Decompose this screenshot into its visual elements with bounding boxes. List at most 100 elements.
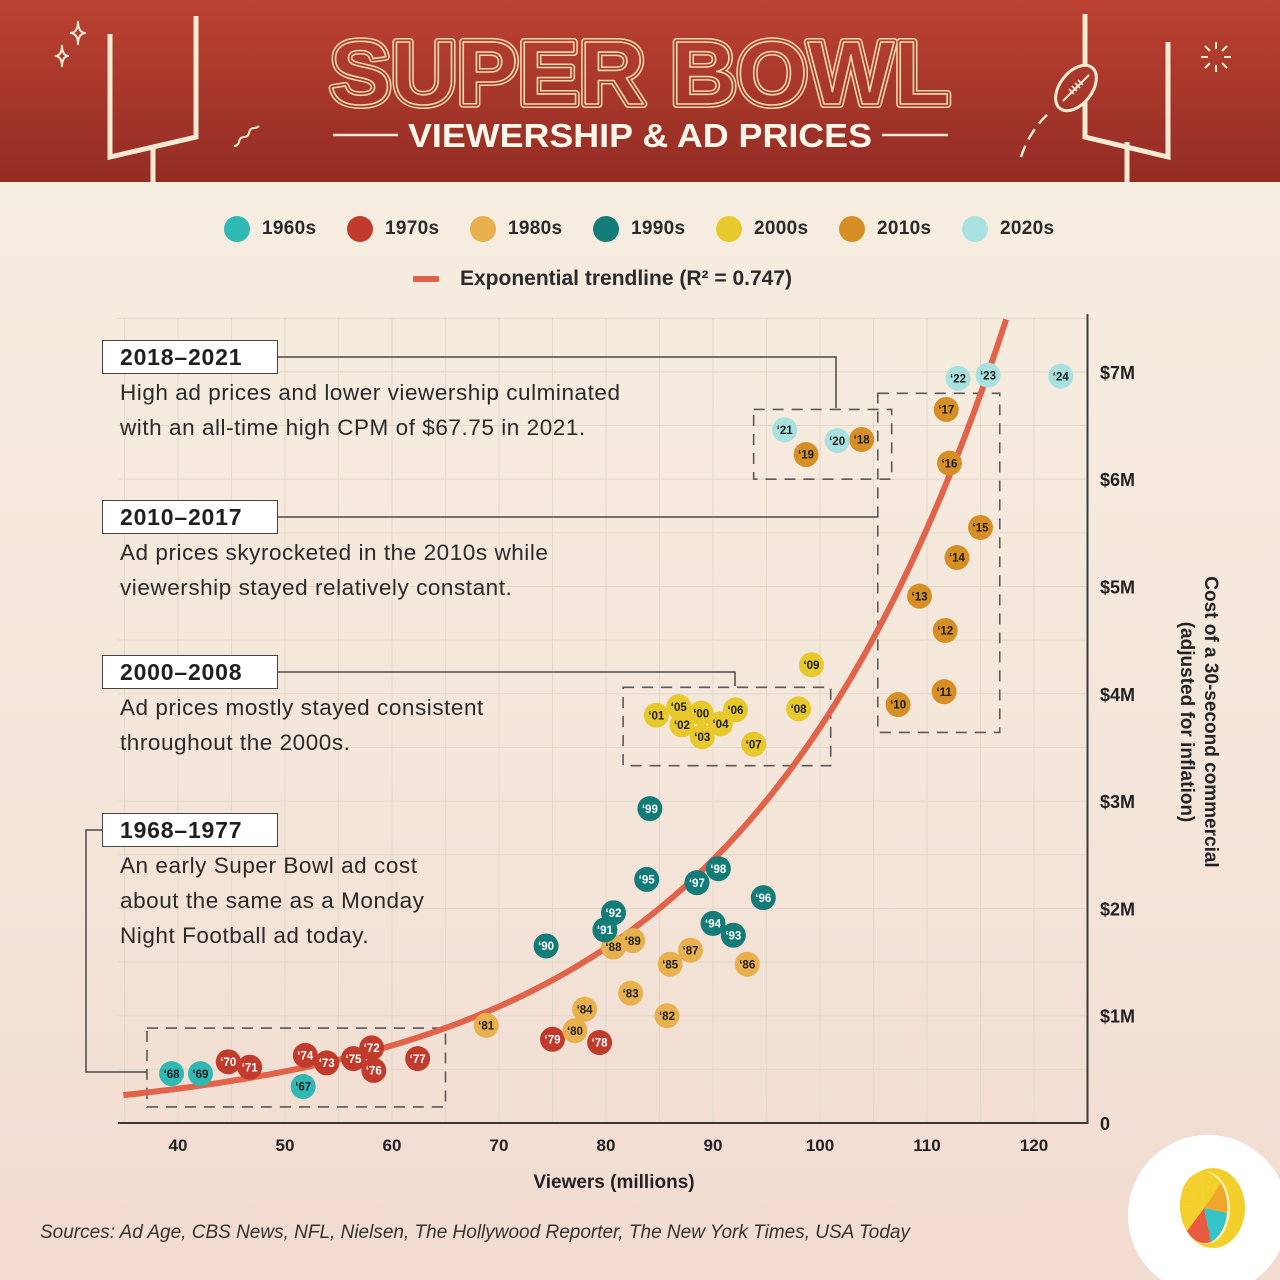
data-point[interactable]: ‘83 xyxy=(618,980,644,1006)
data-point[interactable]: ‘78 xyxy=(587,1030,613,1056)
data-point[interactable]: ‘76 xyxy=(361,1057,387,1083)
data-point-marker[interactable] xyxy=(885,692,911,718)
data-point[interactable]: ‘05 xyxy=(666,694,692,720)
data-point-marker[interactable] xyxy=(689,724,715,750)
data-point[interactable]: ‘85 xyxy=(657,951,683,977)
data-point-marker[interactable] xyxy=(361,1057,387,1083)
data-point-marker[interactable] xyxy=(562,1018,588,1044)
data-point[interactable]: ‘03 xyxy=(689,724,715,750)
data-point-marker[interactable] xyxy=(314,1050,340,1076)
data-point[interactable]: ‘01 xyxy=(643,702,669,728)
data-point[interactable]: ‘11 xyxy=(931,679,957,705)
data-point-marker[interactable] xyxy=(720,922,746,948)
data-point[interactable]: ‘14 xyxy=(944,545,970,571)
data-point[interactable]: ‘89 xyxy=(620,928,646,954)
data-point-marker[interactable] xyxy=(237,1054,263,1080)
data-point-marker[interactable] xyxy=(968,514,993,540)
data-point[interactable]: ‘67 xyxy=(290,1074,316,1100)
data-point-marker[interactable] xyxy=(620,928,646,954)
data-point-marker[interactable] xyxy=(657,951,683,977)
data-point[interactable]: ‘94 xyxy=(700,910,726,936)
data-point-marker[interactable] xyxy=(187,1061,213,1087)
data-point-marker[interactable] xyxy=(684,870,710,896)
data-point-marker[interactable] xyxy=(945,365,971,391)
data-point-marker[interactable] xyxy=(587,1030,613,1056)
data-point-marker[interactable] xyxy=(654,1003,680,1029)
data-point-marker[interactable] xyxy=(741,731,767,757)
data-point-marker[interactable] xyxy=(618,980,644,1006)
data-point-marker[interactable] xyxy=(359,1035,385,1061)
data-point-marker[interactable] xyxy=(793,442,819,468)
data-point-marker[interactable] xyxy=(540,1026,565,1052)
data-point[interactable]: ‘18 xyxy=(849,426,875,452)
data-point-marker[interactable] xyxy=(340,1046,366,1072)
data-point-marker[interactable] xyxy=(932,617,958,643)
data-point-marker[interactable] xyxy=(290,1074,316,1100)
data-point[interactable]: ‘21 xyxy=(772,417,798,443)
data-point-marker[interactable] xyxy=(473,1012,499,1038)
data-point[interactable]: ‘81 xyxy=(473,1012,499,1038)
data-point-marker[interactable] xyxy=(786,696,812,722)
data-point[interactable]: ‘10 xyxy=(885,692,911,718)
data-point[interactable]: ‘74 xyxy=(292,1042,318,1068)
data-point-marker[interactable] xyxy=(637,796,663,822)
data-point[interactable]: ‘82 xyxy=(654,1003,680,1029)
data-point[interactable]: ‘68 xyxy=(159,1061,185,1087)
data-point-marker[interactable] xyxy=(705,856,731,882)
data-point[interactable]: ‘77 xyxy=(405,1046,431,1072)
data-point[interactable]: ‘16 xyxy=(936,450,962,476)
data-point[interactable]: ‘24 xyxy=(1048,363,1074,389)
data-point[interactable]: ‘06 xyxy=(722,697,748,723)
data-point-marker[interactable] xyxy=(688,700,714,726)
data-point[interactable]: ‘87 xyxy=(678,937,704,963)
data-point-marker[interactable] xyxy=(1048,363,1074,389)
data-point[interactable]: ‘19 xyxy=(793,442,819,468)
data-point[interactable]: ‘99 xyxy=(637,796,663,822)
data-point-marker[interactable] xyxy=(159,1061,185,1087)
data-point-marker[interactable] xyxy=(975,362,1001,388)
data-point-marker[interactable] xyxy=(931,679,957,705)
data-point[interactable]: ‘13 xyxy=(907,583,933,609)
data-point[interactable]: ‘73 xyxy=(314,1050,340,1076)
data-point[interactable]: ‘93 xyxy=(720,922,746,948)
data-point-marker[interactable] xyxy=(907,583,933,609)
data-point-marker[interactable] xyxy=(750,885,776,911)
data-point[interactable]: ‘17 xyxy=(933,396,959,422)
data-point-marker[interactable] xyxy=(405,1046,431,1072)
data-point-marker[interactable] xyxy=(292,1042,318,1068)
data-point-marker[interactable] xyxy=(722,697,748,723)
data-point[interactable]: ‘23 xyxy=(975,362,1001,388)
data-point[interactable]: ‘97 xyxy=(684,870,710,896)
data-point-marker[interactable] xyxy=(643,702,669,728)
data-point-marker[interactable] xyxy=(798,652,824,678)
data-point-marker[interactable] xyxy=(933,396,959,422)
data-point[interactable]: ‘90 xyxy=(533,933,559,959)
data-point-marker[interactable] xyxy=(215,1049,241,1075)
data-point-marker[interactable] xyxy=(734,951,760,977)
data-point-marker[interactable] xyxy=(666,694,692,720)
data-point-marker[interactable] xyxy=(533,933,559,959)
data-point[interactable]: ‘80 xyxy=(562,1018,588,1044)
data-point[interactable]: ‘98 xyxy=(705,856,731,882)
data-point-marker[interactable] xyxy=(634,866,660,892)
data-point-marker[interactable] xyxy=(824,428,850,454)
data-point[interactable]: ‘69 xyxy=(187,1061,213,1087)
data-point-marker[interactable] xyxy=(572,996,598,1022)
data-point[interactable]: ‘09 xyxy=(798,652,824,678)
data-point[interactable]: ‘70 xyxy=(215,1049,241,1075)
data-point[interactable]: ‘20 xyxy=(824,428,850,454)
data-point[interactable]: ‘00 xyxy=(688,700,714,726)
data-point[interactable]: ‘92 xyxy=(600,900,626,926)
data-point-marker[interactable] xyxy=(772,417,798,443)
data-point[interactable]: ‘84 xyxy=(572,996,598,1022)
data-point-marker[interactable] xyxy=(700,910,726,936)
data-point[interactable]: ‘96 xyxy=(750,885,776,911)
data-point[interactable]: ‘95 xyxy=(634,866,660,892)
data-point-marker[interactable] xyxy=(600,900,626,926)
data-point-marker[interactable] xyxy=(944,545,970,571)
data-point[interactable]: ‘08 xyxy=(786,696,812,722)
data-point[interactable]: ‘07 xyxy=(741,731,767,757)
data-point[interactable]: ‘12 xyxy=(932,617,958,643)
data-point[interactable]: ‘22 xyxy=(945,365,971,391)
data-point-marker[interactable] xyxy=(849,426,875,452)
